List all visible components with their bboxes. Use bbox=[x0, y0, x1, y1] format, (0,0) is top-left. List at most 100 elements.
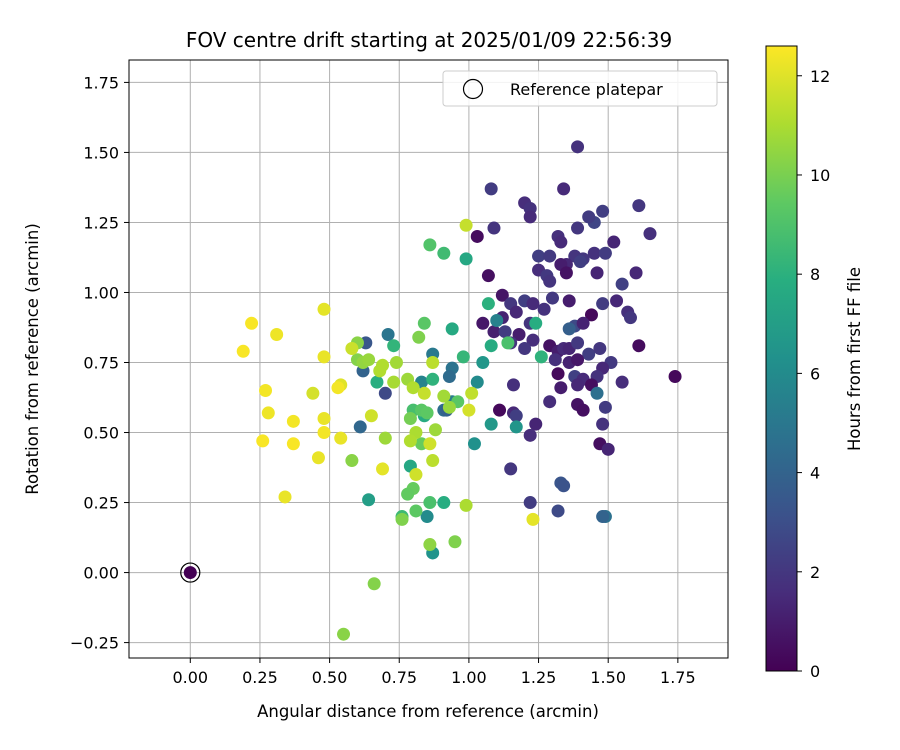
scatter-point bbox=[518, 341, 532, 355]
scatter-point bbox=[495, 288, 509, 302]
scatter-point bbox=[490, 313, 504, 327]
scatter-point bbox=[523, 496, 537, 510]
scatter-point bbox=[484, 339, 498, 353]
scatter-point bbox=[584, 308, 598, 322]
scatter-point bbox=[632, 339, 646, 353]
scatter-point bbox=[476, 356, 490, 370]
chart-title: FOV centre drift starting at 2025/01/09 … bbox=[186, 28, 672, 52]
y-tick-label: −0.25 bbox=[70, 634, 119, 653]
scatter-point bbox=[571, 378, 585, 392]
scatter-point bbox=[387, 339, 401, 353]
scatter-point bbox=[582, 347, 596, 361]
scatter-point bbox=[270, 327, 284, 341]
scatter-point bbox=[245, 316, 259, 330]
scatter-point bbox=[476, 316, 490, 330]
colorbar-tick-label: 8 bbox=[810, 265, 820, 284]
colorbar: 0 2 4 6 8 10 12 Hours from first FF file bbox=[765, 45, 864, 681]
scatter-point bbox=[593, 341, 607, 355]
scatter-point bbox=[548, 353, 562, 367]
scatter-point bbox=[420, 406, 434, 420]
scatter-point bbox=[389, 356, 403, 370]
colorbar-tick-label: 10 bbox=[810, 166, 830, 185]
colorbar-tick-label: 12 bbox=[810, 67, 830, 86]
scatter-point bbox=[345, 341, 359, 355]
scatter-point bbox=[529, 417, 543, 431]
colorbar-tick-label: 4 bbox=[810, 464, 820, 483]
scatter-point bbox=[571, 336, 585, 350]
scatter-point bbox=[376, 358, 390, 372]
scatter-point bbox=[534, 350, 548, 364]
scatter-point bbox=[598, 400, 612, 414]
scatter-point bbox=[459, 498, 473, 512]
scatter-point bbox=[317, 412, 331, 426]
scatter-point bbox=[484, 182, 498, 196]
data-points bbox=[236, 140, 682, 641]
scatter-point bbox=[317, 350, 331, 364]
x-axis-label: Angular distance from reference (arcmin) bbox=[257, 702, 599, 721]
scatter-point bbox=[317, 426, 331, 440]
x-tick-label: 0.50 bbox=[312, 668, 348, 687]
scatter-point bbox=[598, 246, 612, 260]
reference-marker bbox=[180, 562, 201, 583]
scatter-point bbox=[403, 412, 417, 426]
scatter-point bbox=[409, 468, 423, 482]
scatter-point bbox=[562, 322, 576, 336]
y-tick-label: 0.25 bbox=[83, 494, 119, 513]
scatter-point bbox=[442, 370, 456, 384]
colorbar-ticks: 0 2 4 6 8 10 12 bbox=[797, 67, 830, 681]
colorbar-tick-label: 6 bbox=[810, 364, 820, 383]
scatter-point bbox=[596, 204, 610, 218]
x-tick-label: 0.75 bbox=[381, 668, 417, 687]
scatter-point bbox=[607, 235, 621, 249]
scatter-point bbox=[632, 199, 646, 213]
reference-ring bbox=[180, 562, 201, 583]
scatter-point bbox=[467, 437, 481, 451]
scatter-point bbox=[353, 420, 367, 434]
scatter-point bbox=[557, 182, 571, 196]
scatter-point bbox=[545, 291, 559, 305]
scatter-point bbox=[331, 381, 345, 395]
scatter-point bbox=[487, 325, 501, 339]
scatter-point bbox=[509, 409, 523, 423]
scatter-point bbox=[504, 462, 518, 476]
scatter-point bbox=[529, 316, 543, 330]
scatter-point bbox=[423, 437, 437, 451]
scatter-point bbox=[420, 510, 434, 524]
scatter-point bbox=[409, 504, 423, 518]
scatter-point bbox=[523, 428, 537, 442]
scatter-point bbox=[623, 311, 637, 325]
scatter-point bbox=[378, 431, 392, 445]
scatter-point bbox=[417, 386, 431, 400]
scatter-point bbox=[437, 389, 451, 403]
scatter-point bbox=[387, 375, 401, 389]
scatter-point bbox=[543, 395, 557, 409]
scatter-point bbox=[554, 381, 568, 395]
y-tick-label: 0.50 bbox=[83, 424, 119, 443]
scatter-point bbox=[559, 266, 573, 280]
scatter-point bbox=[487, 221, 501, 235]
scatter-point bbox=[590, 386, 604, 400]
reference-point bbox=[183, 566, 197, 580]
colorbar-gradient bbox=[765, 45, 798, 672]
scatter-point bbox=[401, 487, 415, 501]
scatter-point bbox=[512, 327, 526, 341]
y-tick-label: 1.75 bbox=[83, 73, 119, 92]
scatter-point bbox=[571, 140, 585, 154]
scatter-point bbox=[311, 451, 325, 465]
scatter-point bbox=[362, 493, 376, 507]
scatter-point bbox=[334, 431, 348, 445]
scatter-point bbox=[426, 454, 440, 468]
y-axis-label: Rotation from reference (arcmin) bbox=[23, 223, 42, 495]
legend-marker-icon bbox=[462, 78, 484, 100]
scatter-point bbox=[481, 297, 495, 311]
scatter-point bbox=[587, 246, 601, 260]
scatter-point bbox=[554, 235, 568, 249]
scatter-point bbox=[370, 375, 384, 389]
x-axis-ticks: 0.00 0.25 0.50 0.75 1.00 1.25 1.50 1.75 bbox=[172, 658, 696, 687]
scatter-point bbox=[306, 386, 320, 400]
scatter-point bbox=[317, 302, 331, 316]
scatter-point bbox=[448, 535, 462, 549]
scatter-point bbox=[412, 330, 426, 344]
scatter-point bbox=[437, 496, 451, 510]
y-tick-label: 1.50 bbox=[83, 143, 119, 162]
